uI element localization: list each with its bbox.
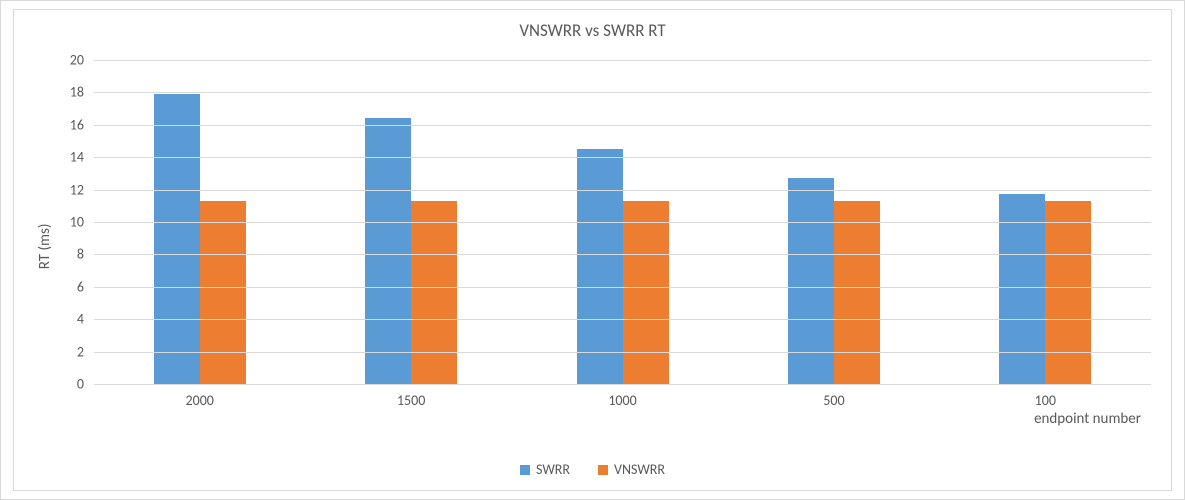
gridline	[94, 60, 1151, 61]
legend: SWRR VNSWRR	[14, 461, 1171, 478]
gridline	[94, 352, 1151, 353]
y-tick-label: 10	[70, 214, 84, 231]
y-tick-label: 18	[70, 84, 84, 101]
gridline	[94, 319, 1151, 320]
x-tick-label: 1000	[608, 392, 636, 409]
chart-outer-frame: VNSWRR vs SWRR RT RT (ms) 20001500100050…	[0, 0, 1185, 500]
chart-inner-frame: VNSWRR vs SWRR RT RT (ms) 20001500100050…	[13, 9, 1172, 491]
legend-label: SWRR	[536, 461, 570, 478]
chart-title: VNSWRR vs SWRR RT	[14, 20, 1171, 41]
plot-area: 200015001000500100 02468101214161820	[94, 60, 1151, 385]
gridline	[94, 384, 1151, 385]
y-tick-label: 0	[77, 376, 84, 393]
bar-vnswrr	[411, 201, 457, 384]
y-tick-label: 16	[70, 116, 84, 133]
bar-vnswrr	[834, 201, 880, 384]
x-tick-label: 500	[823, 392, 844, 409]
legend-swatch	[598, 465, 608, 475]
x-axis-label: endpoint number	[1034, 410, 1141, 428]
bar-vnswrr	[1045, 201, 1091, 384]
legend-swatch	[520, 465, 530, 475]
y-axis-label: RT (ms)	[36, 224, 54, 270]
legend-label: VNSWRR	[614, 461, 665, 478]
legend-item-vnswrr: VNSWRR	[598, 461, 665, 478]
x-tick-label: 1500	[397, 392, 425, 409]
bar-vnswrr	[623, 201, 669, 384]
y-tick-label: 20	[70, 52, 84, 69]
bar-swrr	[577, 149, 623, 384]
bar-swrr	[154, 94, 200, 384]
bar-swrr	[788, 178, 834, 384]
y-tick-label: 14	[70, 149, 84, 166]
bar-vnswrr	[200, 201, 246, 384]
y-tick-label: 12	[70, 181, 84, 198]
legend-item-swrr: SWRR	[520, 461, 570, 478]
x-tick-label: 2000	[186, 392, 214, 409]
y-tick-label: 4	[77, 311, 84, 328]
gridline	[94, 157, 1151, 158]
gridline	[94, 190, 1151, 191]
gridline	[94, 287, 1151, 288]
y-tick-label: 6	[77, 278, 84, 295]
y-tick-label: 8	[77, 246, 84, 263]
y-tick-label: 2	[77, 343, 84, 360]
gridline	[94, 254, 1151, 255]
x-tick-label: 100	[1035, 392, 1056, 409]
gridline	[94, 125, 1151, 126]
gridline	[94, 92, 1151, 93]
gridline	[94, 222, 1151, 223]
